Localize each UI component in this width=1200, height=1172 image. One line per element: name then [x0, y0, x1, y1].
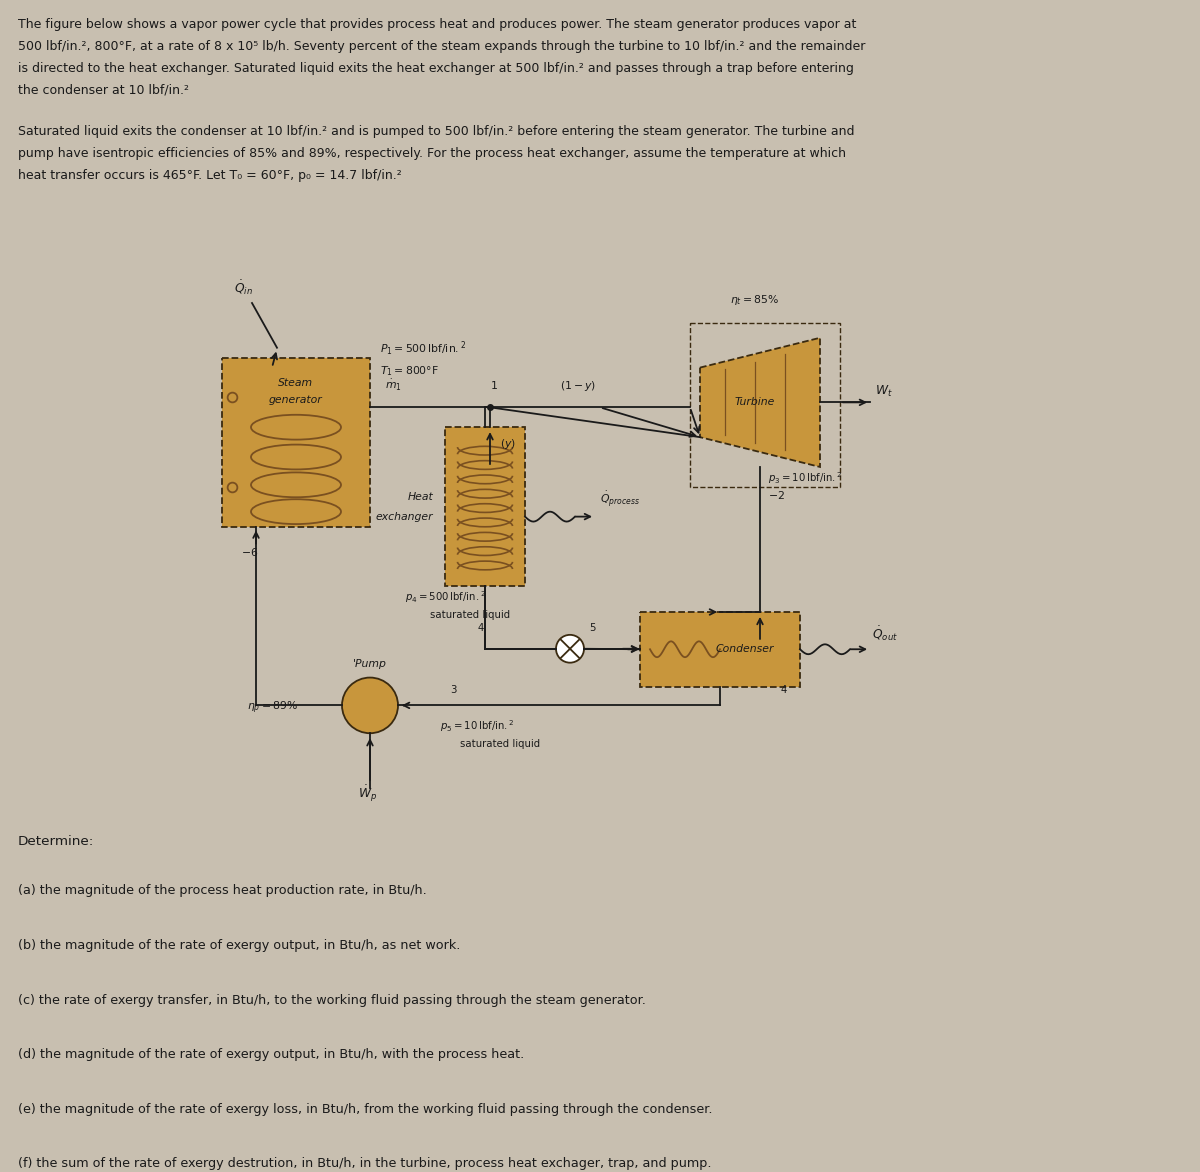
Circle shape [342, 677, 398, 734]
Circle shape [556, 635, 584, 662]
FancyBboxPatch shape [445, 428, 526, 586]
Text: pump have isentropic efficiencies of 85% and 89%, respectively. For the process : pump have isentropic efficiencies of 85%… [18, 146, 846, 161]
Text: $P_1 = 500\,\mathrm{lbf/in.}^2$: $P_1 = 500\,\mathrm{lbf/in.}^2$ [380, 340, 467, 357]
Text: (c) the rate of exergy transfer, in Btu/h, to the working fluid passing through : (c) the rate of exergy transfer, in Btu/… [18, 994, 646, 1007]
Text: $\dot{Q}_{in}$: $\dot{Q}_{in}$ [234, 279, 253, 298]
Text: $\dot{Q}_{out}$: $\dot{Q}_{out}$ [872, 625, 898, 643]
Text: $5$: $5$ [589, 621, 596, 633]
Text: $4$: $4$ [780, 683, 787, 695]
Text: (b) the magnitude of the rate of exergy output, in Btu/h, as net work.: (b) the magnitude of the rate of exergy … [18, 939, 461, 952]
Text: heat transfer occurs is 465°F. Let T₀ = 60°F, p₀ = 14.7 lbf/in.²: heat transfer occurs is 465°F. Let T₀ = … [18, 169, 402, 182]
Text: $\dot{m}_1$: $\dot{m}_1$ [385, 379, 402, 394]
Text: $(y)$: $(y)$ [500, 437, 516, 451]
Text: Determine:: Determine: [18, 834, 95, 847]
Text: $\eta_t = 85\%$: $\eta_t = 85\%$ [730, 293, 779, 307]
Text: $p_3 = 10\,\mathrm{lbf/in.}^2$: $p_3 = 10\,\mathrm{lbf/in.}^2$ [768, 470, 842, 486]
FancyBboxPatch shape [222, 357, 370, 526]
Text: exchanger: exchanger [376, 512, 433, 522]
Text: Saturated liquid exits the condenser at 10 lbf/in.² and is pumped to 500 lbf/in.: Saturated liquid exits the condenser at … [18, 125, 854, 138]
Text: $-6$: $-6$ [241, 546, 258, 558]
Text: $\eta_p = 89\%$: $\eta_p = 89\%$ [247, 700, 298, 716]
Text: $p_4 = 500\,\mathrm{lbf/in.}^2$: $p_4 = 500\,\mathrm{lbf/in.}^2$ [406, 590, 486, 605]
Text: saturated liquid: saturated liquid [430, 609, 510, 620]
Text: (e) the magnitude of the rate of exergy loss, in Btu/h, from the working fluid p: (e) the magnitude of the rate of exergy … [18, 1103, 713, 1116]
Text: 500 lbf/in.², 800°F, at a rate of 8 x 10⁵ lb/h. Seventy percent of the steam exp: 500 lbf/in.², 800°F, at a rate of 8 x 10… [18, 40, 865, 53]
Text: $T_1 = 800°\mathrm{F}$: $T_1 = 800°\mathrm{F}$ [380, 364, 439, 379]
Text: $\dot{W}_p$: $\dot{W}_p$ [358, 783, 377, 804]
Text: $(1-y)$: $(1-y)$ [560, 380, 596, 394]
Text: $3$: $3$ [450, 683, 457, 695]
Text: $W_t$: $W_t$ [875, 383, 893, 398]
Text: the condenser at 10 lbf/in.²: the condenser at 10 lbf/in.² [18, 83, 190, 96]
Text: Steam: Steam [278, 377, 313, 388]
Text: (f) the sum of the rate of exergy destrution, in Btu/h, in the turbine, process : (f) the sum of the rate of exergy destru… [18, 1158, 712, 1171]
Text: generator: generator [269, 395, 323, 406]
Text: saturated liquid: saturated liquid [460, 740, 540, 749]
Text: $\dot{Q}_{process}$: $\dot{Q}_{process}$ [600, 489, 640, 509]
Text: $p_5 = 10\,\mathrm{lbf/in.}^2$: $p_5 = 10\,\mathrm{lbf/in.}^2$ [440, 718, 515, 734]
Text: Turbine: Turbine [734, 397, 775, 408]
Text: The figure below shows a vapor power cycle that provides process heat and produc: The figure below shows a vapor power cyc… [18, 18, 857, 30]
Text: $1$: $1$ [490, 380, 498, 391]
Text: 'Pump: 'Pump [353, 659, 386, 669]
FancyBboxPatch shape [640, 612, 800, 687]
Text: Heat: Heat [407, 492, 433, 502]
Polygon shape [700, 338, 820, 466]
Text: $-2$: $-2$ [768, 489, 785, 500]
Text: $4$: $4$ [478, 621, 485, 633]
Text: is directed to the heat exchanger. Saturated liquid exits the heat exchanger at : is directed to the heat exchanger. Satur… [18, 62, 854, 75]
Text: Condenser: Condenser [715, 645, 774, 654]
Text: (a) the magnitude of the process heat production rate, in Btu/h.: (a) the magnitude of the process heat pr… [18, 884, 427, 898]
Text: (d) the magnitude of the rate of exergy output, in Btu/h, with the process heat.: (d) the magnitude of the rate of exergy … [18, 1048, 524, 1061]
